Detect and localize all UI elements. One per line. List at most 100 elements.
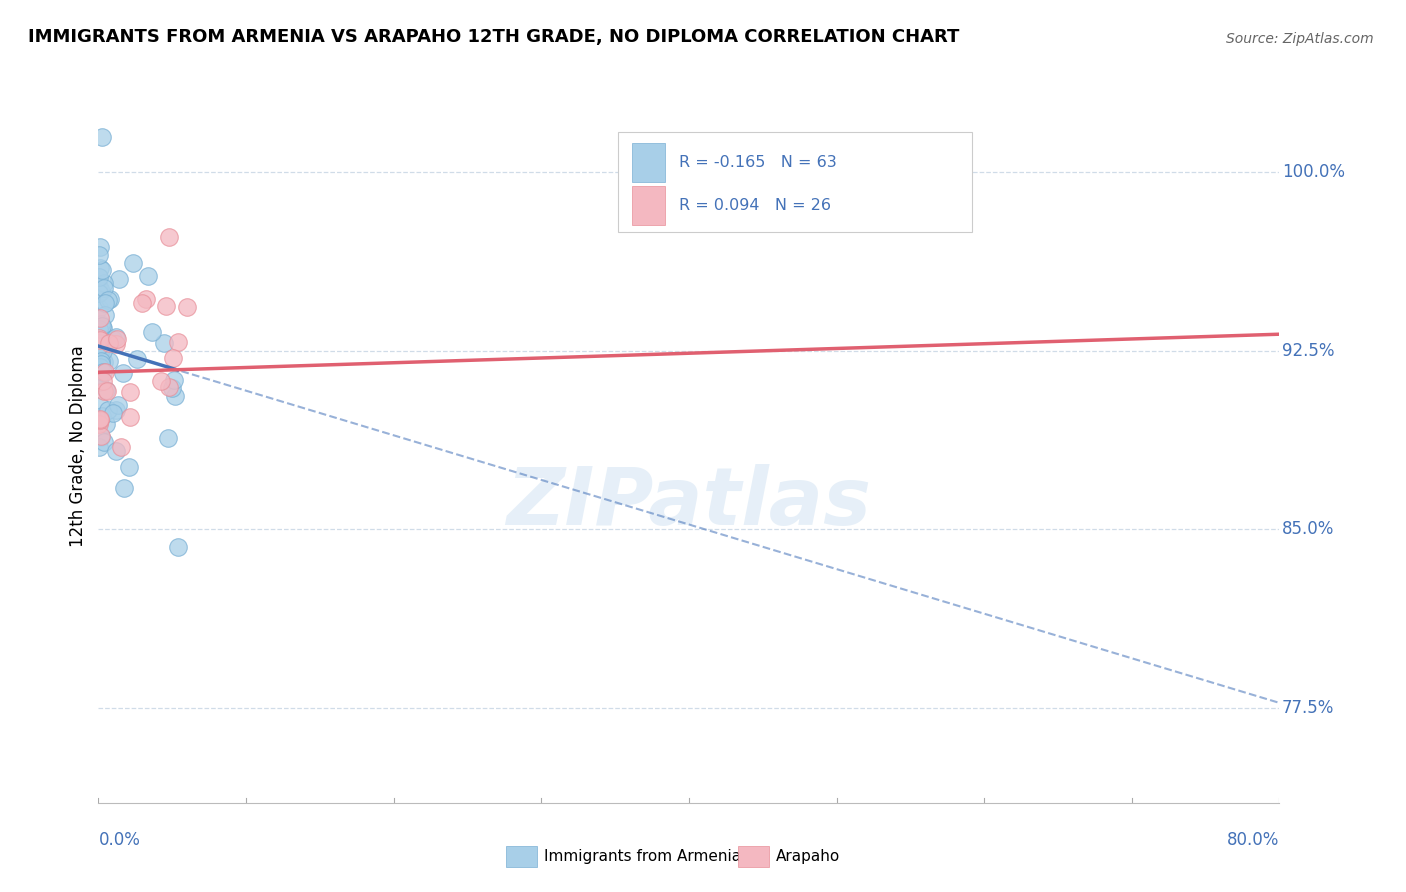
- Point: [90, 284, 112, 298]
- Point: [89, 417, 111, 432]
- Point: [166, 540, 188, 554]
- Text: R = 0.094   N = 26: R = 0.094 N = 26: [679, 198, 831, 213]
- Point: [94, 365, 117, 379]
- Point: [89, 279, 111, 293]
- Text: 100.0%: 100.0%: [1282, 163, 1344, 181]
- Point: [89, 301, 111, 315]
- Point: [165, 389, 187, 403]
- Point: [90, 357, 112, 371]
- Point: [98, 335, 121, 350]
- Point: [105, 330, 128, 344]
- Point: [153, 335, 176, 350]
- Point: [103, 406, 125, 420]
- Point: [94, 296, 117, 310]
- Text: 77.5%: 77.5%: [1282, 698, 1334, 716]
- Point: [96, 417, 118, 431]
- Point: [93, 354, 115, 368]
- Point: [135, 293, 157, 307]
- Point: [108, 272, 131, 286]
- Point: [89, 331, 111, 345]
- Point: [93, 332, 115, 346]
- Point: [89, 440, 111, 454]
- Bar: [633, 143, 665, 182]
- Point: [97, 293, 120, 307]
- Point: [105, 332, 128, 346]
- Text: 92.5%: 92.5%: [1282, 342, 1334, 359]
- Point: [89, 338, 111, 352]
- Point: [101, 332, 124, 346]
- Point: [90, 354, 112, 368]
- Point: [96, 403, 118, 417]
- Point: [149, 374, 172, 388]
- Point: [93, 435, 115, 450]
- Point: [96, 384, 118, 398]
- Point: [94, 308, 117, 322]
- Point: [107, 398, 129, 412]
- FancyBboxPatch shape: [619, 132, 973, 232]
- Point: [157, 230, 180, 244]
- Point: [93, 374, 115, 388]
- Point: [131, 296, 153, 310]
- Bar: [633, 186, 665, 225]
- Text: Arapaho: Arapaho: [776, 849, 841, 863]
- Point: [127, 352, 149, 367]
- Point: [157, 380, 180, 394]
- Point: [89, 248, 111, 262]
- Point: [89, 260, 111, 275]
- Point: [89, 310, 111, 325]
- Point: [89, 333, 111, 347]
- Point: [90, 263, 112, 277]
- Point: [163, 373, 186, 387]
- Text: 0.0%: 0.0%: [98, 831, 141, 849]
- Point: [105, 403, 128, 417]
- Point: [166, 335, 188, 350]
- Point: [112, 366, 135, 380]
- Point: [89, 411, 111, 425]
- Point: [93, 280, 115, 294]
- Point: [90, 429, 112, 443]
- Point: [136, 269, 159, 284]
- Point: [89, 367, 111, 381]
- Point: [156, 432, 179, 446]
- Point: [89, 344, 111, 359]
- Point: [176, 300, 198, 314]
- Text: ZIPatlas: ZIPatlas: [506, 464, 872, 542]
- Point: [89, 360, 111, 375]
- Point: [89, 240, 111, 254]
- Point: [110, 440, 132, 454]
- Point: [89, 286, 111, 301]
- Point: [105, 336, 128, 351]
- Point: [91, 344, 114, 359]
- Point: [89, 413, 111, 427]
- Point: [118, 459, 141, 474]
- Point: [89, 280, 111, 294]
- Point: [91, 320, 114, 334]
- Point: [90, 318, 112, 332]
- Text: IMMIGRANTS FROM ARMENIA VS ARAPAHO 12TH GRADE, NO DIPLOMA CORRELATION CHART: IMMIGRANTS FROM ARMENIA VS ARAPAHO 12TH …: [28, 29, 959, 46]
- Point: [91, 319, 114, 334]
- Text: 85.0%: 85.0%: [1282, 520, 1334, 538]
- Point: [93, 384, 115, 399]
- Point: [121, 256, 143, 270]
- Point: [90, 429, 112, 443]
- Point: [89, 399, 111, 413]
- Point: [98, 354, 121, 368]
- Point: [118, 409, 141, 424]
- Point: [162, 381, 184, 395]
- Text: 80.0%: 80.0%: [1227, 831, 1279, 849]
- Point: [90, 409, 112, 424]
- Point: [112, 482, 135, 496]
- Point: [89, 375, 111, 389]
- Text: Immigrants from Armenia: Immigrants from Armenia: [544, 849, 741, 863]
- Point: [141, 325, 163, 339]
- Point: [155, 300, 177, 314]
- Point: [98, 293, 121, 307]
- Point: [91, 365, 114, 379]
- Point: [94, 383, 117, 397]
- Point: [93, 276, 115, 290]
- Point: [89, 366, 111, 380]
- Point: [89, 368, 111, 382]
- Text: Source: ZipAtlas.com: Source: ZipAtlas.com: [1226, 32, 1374, 46]
- Point: [104, 444, 127, 458]
- Point: [89, 322, 111, 336]
